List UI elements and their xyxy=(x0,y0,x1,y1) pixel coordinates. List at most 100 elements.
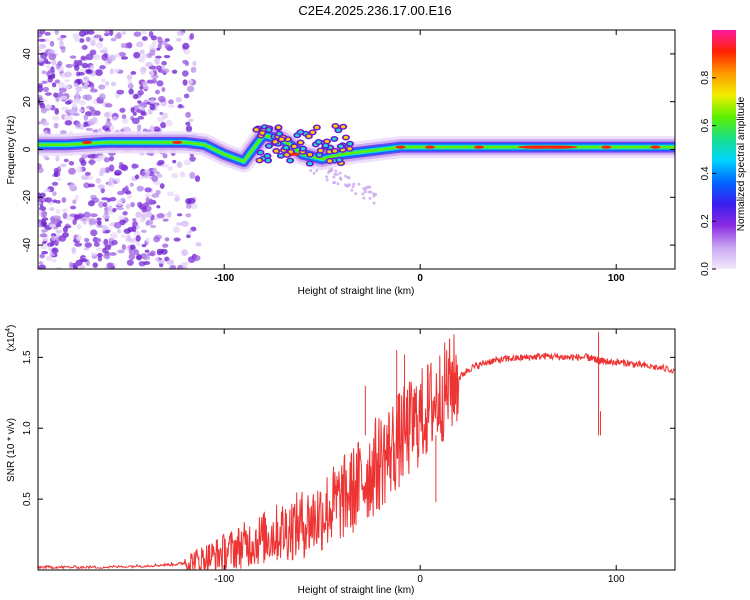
cloud-dot xyxy=(177,264,184,269)
cloud-dot xyxy=(109,197,117,202)
cloud-dot xyxy=(127,79,133,84)
cloud-dot xyxy=(88,159,96,165)
cloud-dot xyxy=(59,163,67,168)
cloud-dot xyxy=(164,38,170,42)
cloud-dot xyxy=(362,187,366,191)
cloud-dot xyxy=(121,118,129,124)
cloud-dot xyxy=(149,65,158,70)
cloud-dot xyxy=(99,49,108,54)
cloud-dot xyxy=(72,33,78,40)
cloud-dot xyxy=(104,252,111,260)
ridge-blob-core xyxy=(347,147,352,151)
cloud-dot xyxy=(182,79,188,86)
cloud-dot xyxy=(56,266,62,269)
cloud-dot xyxy=(332,180,336,184)
cloud-dot xyxy=(165,119,173,127)
ridge-hotspot-7 xyxy=(537,145,578,149)
x-tick-label-1: 0 xyxy=(417,273,423,284)
cloud-dot xyxy=(139,30,148,35)
cloud-dot xyxy=(54,79,61,84)
ridge-blob-core xyxy=(316,140,321,144)
cloud-dot xyxy=(108,54,116,62)
ridge-hotspot-8 xyxy=(601,145,612,149)
cloud-dot xyxy=(182,59,188,64)
y-tick-label-0: -40 xyxy=(22,237,33,252)
cloud-dot xyxy=(60,95,68,100)
cloud-dot xyxy=(53,215,61,222)
cloud-dot xyxy=(72,112,80,117)
cloud-dot xyxy=(41,241,47,245)
cloud-dot xyxy=(161,68,170,73)
cloud-dot xyxy=(150,71,155,76)
cloud-dot xyxy=(96,247,103,252)
cloud-dot xyxy=(156,65,162,71)
cloud-dot xyxy=(53,92,59,98)
cloud-dot xyxy=(140,106,146,112)
cloud-dot xyxy=(189,171,196,179)
cloud-dot xyxy=(87,183,96,188)
cloud-dot xyxy=(131,117,140,125)
cloud-dot xyxy=(38,167,44,174)
cloud-dot xyxy=(116,207,125,211)
y-tick-label-2: 0 xyxy=(22,146,33,152)
cloud-dot xyxy=(38,264,46,269)
cloud-dot xyxy=(58,87,67,93)
cloud-dot xyxy=(141,243,147,248)
cloud-dot xyxy=(51,59,57,66)
cloud-dot xyxy=(79,157,85,163)
ridge-blob-core xyxy=(266,128,271,132)
cloud-dot xyxy=(189,156,196,162)
cloud-dot xyxy=(93,54,101,61)
cloud-dot xyxy=(85,53,94,61)
cloud-dot xyxy=(41,228,49,233)
cloud-dot xyxy=(136,253,142,261)
x-tick-label-0: -100 xyxy=(214,574,234,585)
cloud-dot xyxy=(43,188,51,193)
cloud-dot xyxy=(132,218,137,222)
cloud-dot xyxy=(164,43,172,50)
cloud-dot xyxy=(95,41,104,49)
cloud-dot xyxy=(154,257,160,261)
cloud-dot xyxy=(74,64,80,71)
snr-multiplier-exp: 4 xyxy=(5,328,12,332)
cloud-dot xyxy=(142,254,151,261)
cloud-dot xyxy=(85,127,94,132)
cloud-dot xyxy=(89,88,98,93)
cloud-dot xyxy=(133,31,142,37)
cloud-dot xyxy=(73,97,81,104)
cloud-dot xyxy=(49,207,55,212)
ridge-blob-core xyxy=(318,148,323,153)
cloud-dot xyxy=(325,175,329,179)
cloud-dot xyxy=(76,235,82,242)
cloud-dot xyxy=(309,169,313,173)
cloud-dot xyxy=(90,39,96,47)
cloud-dot xyxy=(57,81,65,89)
ridge-blob-core xyxy=(306,134,312,138)
ridge-blob-core xyxy=(332,149,338,153)
cloud-dot xyxy=(103,157,111,163)
ridge-blob-core xyxy=(338,144,344,148)
cloud-dot xyxy=(106,262,113,269)
cloud-dot xyxy=(167,166,174,171)
cloud-dot xyxy=(89,107,95,112)
cloud-dot xyxy=(190,66,197,73)
cloud-dot xyxy=(137,201,143,208)
cloud-dot xyxy=(84,237,90,243)
cloud-dot xyxy=(183,49,191,55)
cloud-dot xyxy=(120,56,129,60)
cloud-dot xyxy=(95,69,103,77)
cloud-dot xyxy=(149,103,156,111)
cloud-dot xyxy=(38,201,42,205)
cloud-dot xyxy=(122,211,128,216)
cloud-dot xyxy=(173,237,181,242)
cloud-dot xyxy=(83,114,89,121)
cloud-dot xyxy=(75,85,83,92)
cloud-dot xyxy=(344,174,348,178)
cloud-dot xyxy=(83,121,88,128)
cloud-dot xyxy=(93,34,102,39)
cloud-dot xyxy=(95,177,102,184)
cloud-dot xyxy=(96,224,104,228)
svg-text:(x104): (x104) xyxy=(5,325,17,352)
cloud-dot xyxy=(171,172,179,179)
cloud-dot xyxy=(68,108,75,115)
